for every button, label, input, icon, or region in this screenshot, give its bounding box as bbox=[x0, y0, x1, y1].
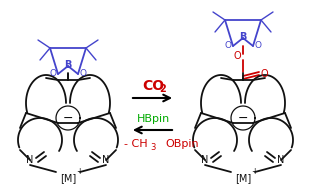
Text: N: N bbox=[102, 155, 110, 165]
Text: +: + bbox=[76, 167, 82, 176]
Text: HBpin: HBpin bbox=[137, 114, 169, 124]
Text: B: B bbox=[64, 60, 72, 70]
Text: −: − bbox=[238, 112, 248, 125]
Text: B: B bbox=[239, 32, 247, 42]
Text: O: O bbox=[49, 70, 57, 78]
Text: OBpin: OBpin bbox=[165, 139, 199, 149]
Text: [M]: [M] bbox=[60, 173, 76, 183]
Text: [M]: [M] bbox=[235, 173, 251, 183]
Text: +: + bbox=[251, 167, 257, 176]
Text: O: O bbox=[80, 70, 86, 78]
Text: N: N bbox=[277, 155, 285, 165]
Text: O: O bbox=[254, 42, 262, 50]
Text: - CH: - CH bbox=[124, 139, 148, 149]
Text: 2: 2 bbox=[160, 84, 166, 94]
Text: N: N bbox=[26, 155, 34, 165]
Text: CO: CO bbox=[142, 79, 164, 93]
Text: 3: 3 bbox=[150, 143, 156, 152]
Text: N: N bbox=[201, 155, 209, 165]
Text: O: O bbox=[225, 42, 231, 50]
Text: −: − bbox=[63, 112, 73, 125]
Text: O: O bbox=[233, 51, 241, 61]
Text: O: O bbox=[260, 69, 268, 79]
